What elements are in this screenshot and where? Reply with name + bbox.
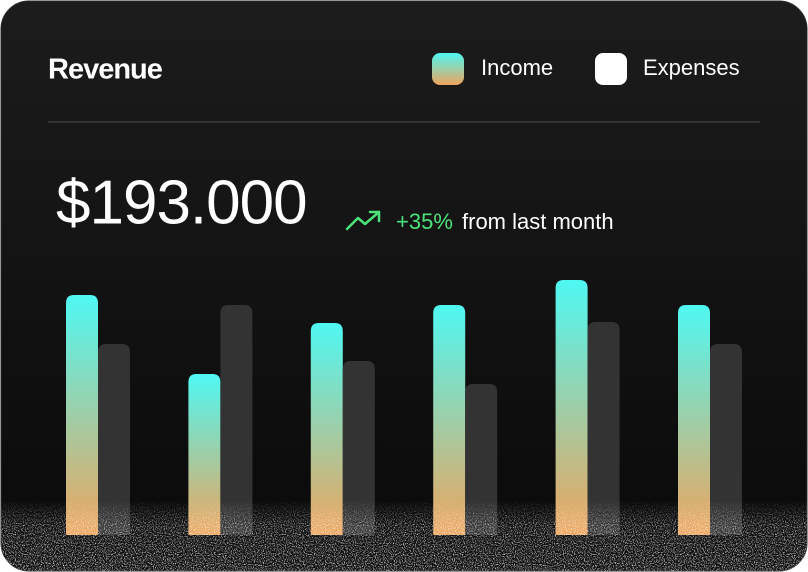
- bar: [310, 323, 343, 535]
- bar: [66, 295, 98, 535]
- legend-label: Expenses: [643, 55, 740, 80]
- change-text: from last month: [462, 209, 614, 234]
- legend-swatch: [595, 53, 627, 85]
- trend-icon-head: [368, 210, 381, 223]
- bar: [188, 374, 221, 535]
- bar: [433, 305, 466, 535]
- bar: [555, 280, 588, 535]
- grain: [1, 500, 807, 571]
- bars: [66, 280, 742, 535]
- legend-label: Income: [481, 55, 553, 80]
- legend-swatch: [432, 53, 464, 85]
- change-value: +35%: [396, 209, 453, 234]
- bar: [678, 305, 710, 535]
- bar: [220, 305, 253, 535]
- bar: [587, 322, 620, 535]
- grain-overlay: [1, 500, 807, 571]
- bar: [710, 344, 742, 535]
- trend-icon: [345, 210, 381, 231]
- bar: [465, 384, 498, 535]
- total-value: $193.000: [56, 168, 307, 237]
- bar: [342, 361, 375, 535]
- chart-title: Revenue: [48, 54, 163, 86]
- bar: [98, 344, 130, 535]
